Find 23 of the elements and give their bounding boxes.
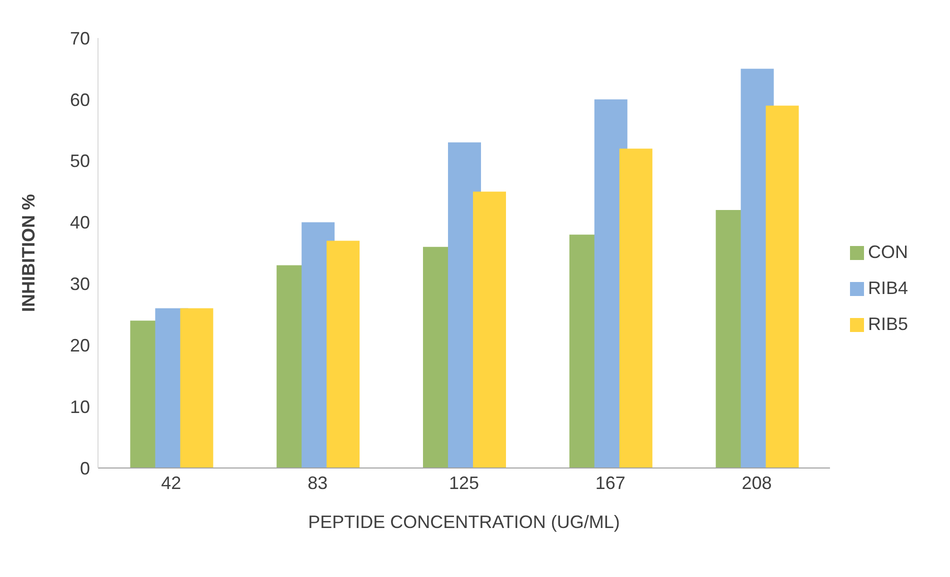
- y-tick-label: 60: [70, 90, 90, 110]
- x-tick-label: 125: [448, 472, 480, 493]
- y-axis-title: INHIBITION %: [18, 194, 38, 312]
- x-tick-label: 42: [161, 472, 182, 493]
- y-tick-label: 10: [70, 396, 90, 417]
- x-tick-label: 83: [308, 472, 328, 493]
- y-tick-label: 30: [70, 274, 90, 294]
- bar: [472, 192, 506, 468]
- y-tick-label: 0: [80, 458, 90, 478]
- x-axis-title: PEPTIDE CONCENTRATION (UG/ML): [308, 512, 620, 532]
- legend-label: RIB5: [868, 314, 908, 334]
- legend-label: RIB4: [868, 278, 908, 298]
- y-tick-label: 70: [70, 28, 90, 48]
- legend-label: CON: [868, 242, 908, 262]
- bar: [766, 106, 799, 468]
- bar: [180, 308, 214, 468]
- y-tick-label: 20: [70, 336, 90, 356]
- y-tick-label: 40: [70, 212, 90, 233]
- x-tick-label: 167: [595, 472, 626, 493]
- y-tick-label: 50: [70, 151, 90, 172]
- bar: [619, 148, 652, 468]
- bar: [326, 240, 360, 468]
- x-tick-label: 208: [742, 472, 772, 493]
